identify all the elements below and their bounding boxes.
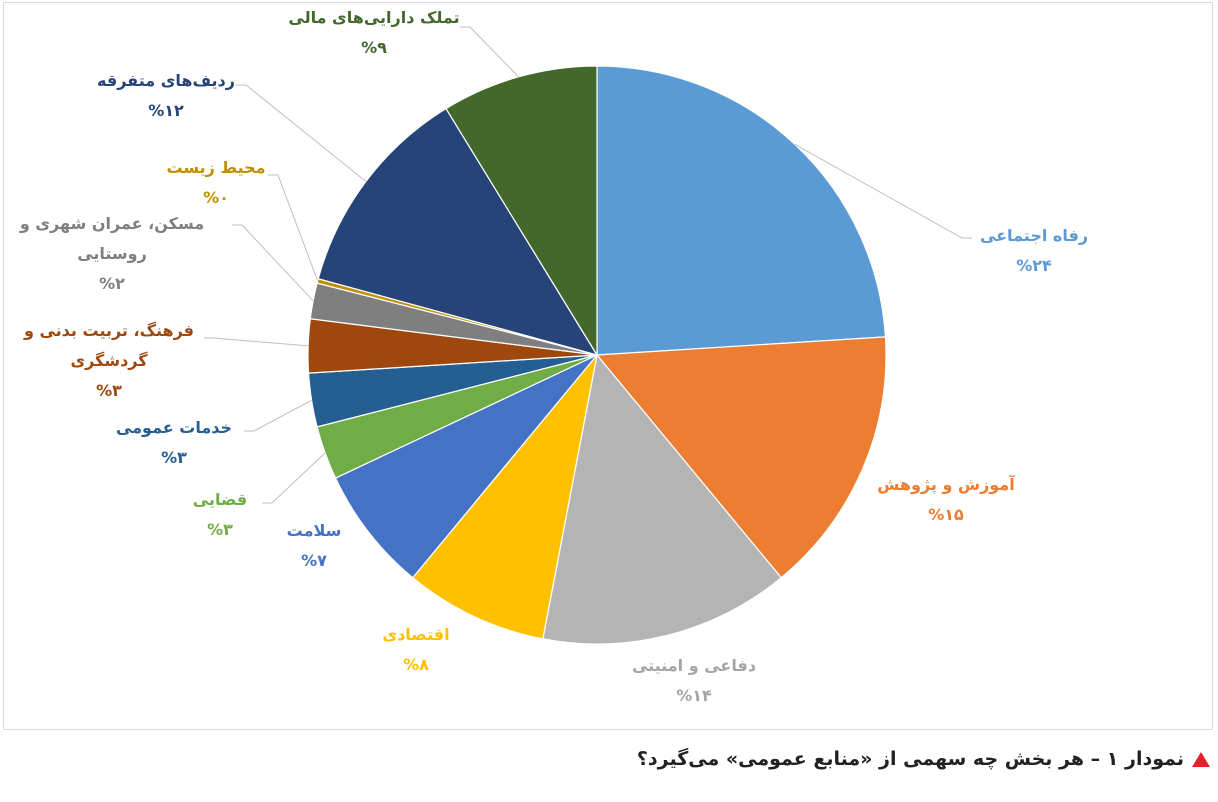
slice-category-label: فرهنگ، تربیت بدنی و <box>23 321 194 340</box>
slice-percent-label: %۲ <box>99 274 125 293</box>
slice-percent-label: %۳ <box>96 381 122 400</box>
leader-line <box>244 399 312 432</box>
leader-line <box>236 84 367 182</box>
slice-category-label: رفاه اجتماعی <box>980 226 1088 245</box>
pie-slice <box>411 354 598 640</box>
caption-text: نمودار ۱ – هر بخش چه سهمی از «منابع عموم… <box>636 748 1184 770</box>
caption-triangle-icon <box>1192 751 1210 767</box>
slice-percent-label: %۱۴ <box>676 686 712 705</box>
slice-category-label: خدمات عمومی <box>116 418 232 437</box>
slice-category-label: اقتصادی <box>382 625 449 644</box>
pie-slice <box>334 354 598 579</box>
leader-line <box>232 224 314 302</box>
slice-percent-label: %۷ <box>301 551 327 570</box>
slice-category-label: مسکن، عمران شهری و <box>19 214 204 233</box>
leader-line <box>460 26 519 78</box>
slice-category-label: گردشگری <box>70 351 148 370</box>
figure-caption: نمودار ۱ – هر بخش چه سهمی از «منابع عموم… <box>637 748 1210 770</box>
slice-category-label: دفاعی و امنیتی <box>632 656 756 675</box>
slice-percent-label: %۸ <box>403 655 429 674</box>
slice-percent-label: %۹ <box>361 38 387 57</box>
leader-line <box>268 174 319 282</box>
slice-percent-label: %۲۴ <box>1016 256 1052 275</box>
leader-line <box>794 143 972 239</box>
leader-line <box>204 337 309 347</box>
pie-slice <box>595 336 887 579</box>
slice-percent-label: %۰ <box>203 188 229 207</box>
slice-percent-label: %۱۵ <box>928 505 964 524</box>
slice-category-label: محیط زیست <box>166 158 265 177</box>
chart-frame: رفاه اجتماعی %۲۴ آموزش و پژوهش %۱۵ دفاعی و ا… <box>3 2 1213 730</box>
slice-percent-label: %۳ <box>207 520 233 539</box>
leader-line <box>262 452 326 504</box>
slice-category-label: سلامت <box>287 521 342 540</box>
slice-percent-label: %۳ <box>161 448 187 467</box>
pie-chart: رفاه اجتماعی %۲۴ آموزش و پژوهش %۱۵ دفاعی و ا… <box>19 8 1088 705</box>
slice-category-label: تملک دارایی‌های مالی <box>288 8 459 27</box>
slice-category-label: قضایی <box>193 490 247 509</box>
pie-slice <box>542 353 783 645</box>
slice-category-label: ردیف‌های متفرقه <box>97 71 235 90</box>
slice-percent-label: %۱۲ <box>148 101 184 120</box>
slice-category-label: روستایی <box>77 244 147 263</box>
slice-category-label: آموزش و پژوهش <box>877 474 1015 495</box>
pie-slice <box>596 65 887 356</box>
